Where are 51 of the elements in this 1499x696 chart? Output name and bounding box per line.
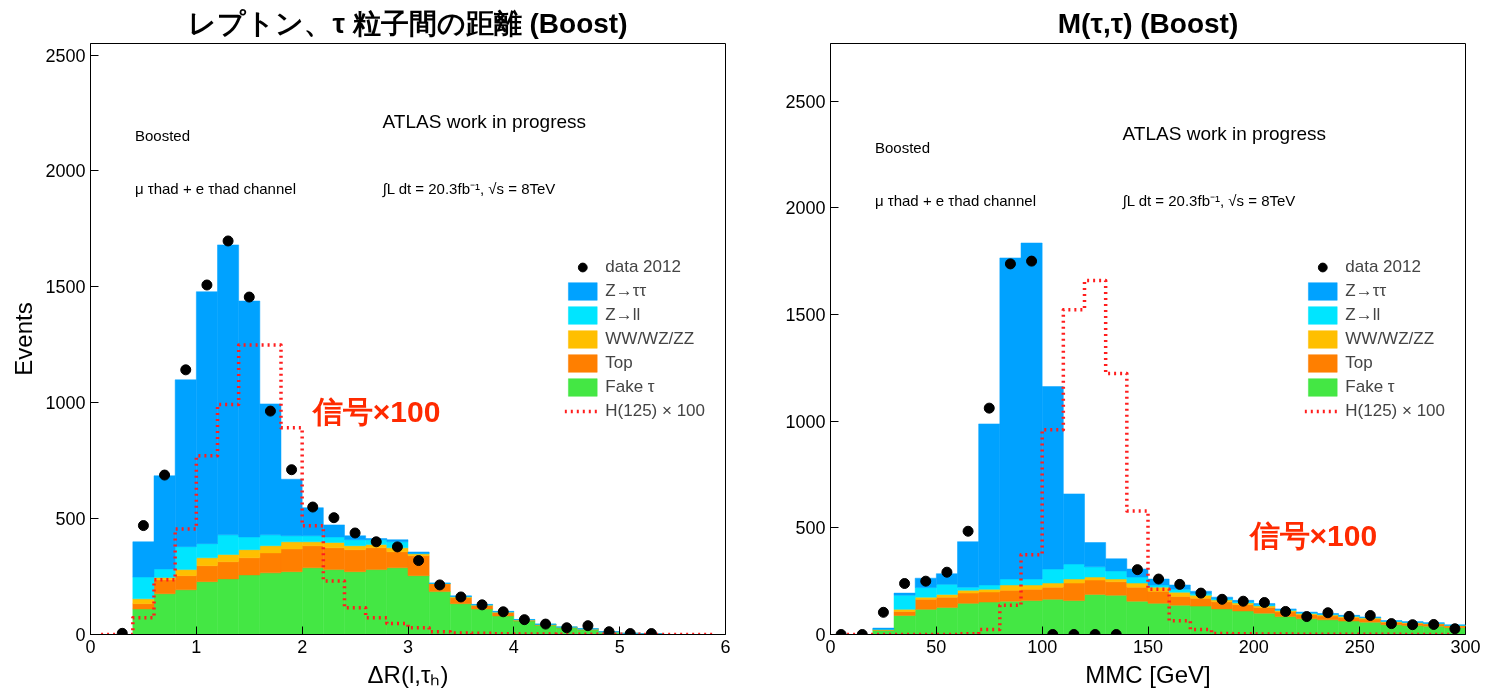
x-tick-label: 3	[402, 636, 414, 657]
annotation: ∫L dt = 20.3fb⁻¹, √s = 8TeV	[381, 180, 556, 199]
legend-label: Z→ll	[1345, 303, 1381, 326]
annotation: μ τhad + e τhad channel	[874, 191, 1036, 209]
y-axis-title: Events	[10, 302, 38, 376]
chart-title: レプトン、τ 粒子間の距離 (Boost)	[188, 7, 628, 39]
y-tick-label: 1000	[45, 393, 86, 414]
legend-label: data 2012	[605, 255, 681, 278]
legend-label: Z→ττ	[605, 279, 647, 302]
x-tick-label: 300	[1450, 636, 1481, 657]
legend-label: Z→ll	[605, 303, 641, 326]
y-tick-label: 2000	[45, 161, 86, 182]
x-tick-label: 150	[1132, 636, 1164, 657]
annotation: ATLAS work in progress	[1122, 122, 1327, 144]
x-tick-label: 6	[720, 636, 731, 657]
x-tick-label: 50	[926, 636, 947, 657]
x-tick-label: 200	[1238, 636, 1269, 657]
legend-label: data 2012	[1345, 255, 1421, 278]
legend-label: Fake τ	[605, 375, 655, 398]
x-tick-label: 2	[297, 636, 308, 657]
annotation: 信号×100	[1248, 518, 1378, 552]
annotation: ∫L dt = 20.3fb⁻¹, √s = 8TeV	[1121, 191, 1296, 210]
x-tick-label: 250	[1344, 636, 1375, 657]
annotation: ATLAS work in progress	[382, 111, 587, 133]
y-tick-label: 2500	[785, 91, 826, 112]
x-tick-label: 4	[508, 636, 519, 657]
annotation: Boosted	[134, 126, 190, 144]
legend-label: H(125) × 100	[1345, 399, 1445, 422]
x-tick-label: 1	[191, 636, 202, 657]
legend-label: H(125) × 100	[605, 399, 705, 422]
legend-label: Fake τ	[1345, 375, 1395, 398]
legend-label: WW/WZ/ZZ	[1345, 327, 1435, 350]
chart-title: M(τ,τ) (Boost)	[1057, 7, 1239, 39]
legend-label: WW/WZ/ZZ	[605, 327, 695, 350]
y-tick-label: 500	[795, 518, 826, 539]
y-tick-label: 2000	[785, 198, 826, 219]
legend-label: Top	[1345, 351, 1373, 374]
legend-label: Z→ττ	[1345, 279, 1387, 302]
annotation: Boosted	[874, 138, 930, 156]
y-tick-label: 1000	[785, 411, 826, 432]
y-tick-label: 500	[55, 509, 86, 530]
y-tick-label: 1500	[45, 277, 86, 298]
x-tick-label: 100	[1027, 636, 1058, 657]
x-axis-title: ΔR(l,τₕ)	[367, 660, 449, 688]
x-axis-title: MMC [GeV]	[1085, 660, 1211, 688]
y-tick-label: 1500	[785, 304, 826, 325]
annotation: 信号×100	[311, 394, 441, 428]
legend-label: Top	[605, 351, 633, 374]
x-tick-label: 5	[614, 636, 625, 657]
y-tick-label: 2500	[45, 45, 86, 66]
annotation: μ τhad + e τhad channel	[134, 180, 296, 198]
